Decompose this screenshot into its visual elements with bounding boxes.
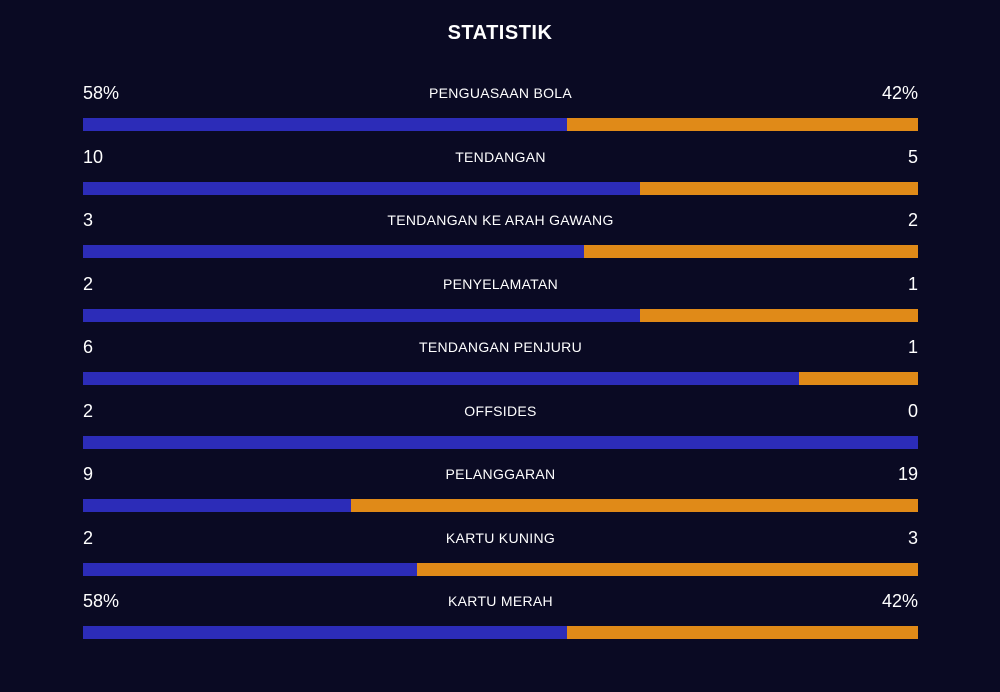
home-value: 58%: [83, 83, 120, 103]
stat-label: KARTU KUNING: [445, 529, 556, 546]
stat-values-row: 10 TENDANGAN 5: [83, 145, 918, 169]
stat-label: PENGUASAAN BOLA: [429, 85, 572, 101]
stat-values-row: 58% KARTU MERAH 42%: [83, 589, 918, 613]
away-bar-segment: [567, 118, 918, 131]
stat-label: TENDANGAN KE ARAH GAWANG: [387, 212, 614, 228]
comparison-bar: [83, 372, 918, 385]
comparison-bar: [83, 181, 918, 195]
comparison-bar: [83, 562, 918, 576]
away-bar-segment: [351, 499, 918, 512]
comparison-bar: [83, 118, 918, 131]
home-bar-segment: [83, 118, 568, 131]
stat-item: 2 OFFSIDES 0: [83, 399, 918, 463]
home-value: 58%: [83, 591, 120, 611]
stat-item: 6 TENDANGAN PENJURU 1: [83, 335, 918, 399]
comparison-bar: [83, 245, 918, 258]
stat-values-row: 2 PENYELAMATAN 1: [83, 272, 918, 296]
home-value: 2: [83, 273, 94, 294]
stat-values-row: 6 TENDANGAN PENJURU 1: [83, 335, 918, 359]
away-value: 0: [907, 400, 918, 421]
stat-label: TENDANGAN: [455, 148, 546, 165]
comparison-bar: [83, 308, 918, 322]
home-value: 6: [83, 337, 94, 357]
away-value: 3: [907, 527, 918, 548]
stat-label: OFFSIDES: [464, 402, 537, 419]
home-bar-segment: [83, 562, 417, 576]
stat-label: KARTU MERAH: [448, 593, 553, 609]
home-value: 2: [83, 400, 94, 421]
away-value: 2: [907, 210, 918, 230]
stat-item: 9 PELANGGARAN 19: [83, 462, 918, 526]
away-bar-segment: [798, 372, 918, 385]
stat-label: PELANGGARAN: [445, 466, 556, 482]
home-value: 10: [83, 146, 104, 167]
stats-list: 58% PENGUASAAN BOLA 42% 10 TENDANGAN 5 3 TENDAN…: [83, 81, 918, 653]
stat-label: TENDANGAN PENJURU: [418, 339, 582, 355]
away-bar-segment: [417, 562, 918, 576]
home-bar-segment: [83, 372, 799, 385]
away-value: 19: [897, 464, 918, 484]
comparison-bar: [83, 435, 918, 449]
away-bar-segment: [567, 626, 918, 639]
comparison-bar: [83, 499, 918, 512]
stat-item: 2 PENYELAMATAN 1: [83, 272, 918, 336]
stat-values-row: 58% PENGUASAAN BOLA 42%: [83, 81, 918, 105]
stat-values-row: 2 KARTU KUNING 3: [83, 526, 918, 550]
stat-label: PENYELAMATAN: [442, 275, 559, 292]
stat-values-row: 3 TENDANGAN KE ARAH GAWANG 2: [83, 208, 918, 232]
comparison-bar: [83, 626, 918, 639]
home-bar-segment: [83, 435, 918, 449]
away-value: 5: [907, 146, 918, 167]
panel-title: STATISTIK: [447, 22, 553, 44]
home-value: 2: [83, 527, 94, 548]
stat-values-row: 2 OFFSIDES 0: [83, 399, 918, 423]
stat-item: 58% PENGUASAAN BOLA 42%: [83, 81, 918, 145]
home-bar-segment: [83, 245, 584, 258]
home-value: 3: [83, 210, 94, 230]
away-value: 42%: [881, 591, 918, 611]
away-bar-segment: [639, 308, 918, 322]
stat-item: 58% KARTU MERAH 42%: [83, 589, 918, 653]
home-bar-segment: [83, 181, 640, 195]
home-value: 9: [83, 464, 94, 484]
stat-values-row: 9 PELANGGARAN 19: [83, 462, 918, 486]
stat-item: 3 TENDANGAN KE ARAH GAWANG 2: [83, 208, 918, 272]
home-bar-segment: [83, 308, 640, 322]
stat-item: 10 TENDANGAN 5: [83, 145, 918, 209]
away-bar-segment: [584, 245, 918, 258]
away-bar-segment: [639, 181, 918, 195]
away-value: 42%: [881, 83, 918, 103]
home-bar-segment: [83, 626, 568, 639]
away-value: 1: [907, 337, 918, 357]
home-bar-segment: [83, 499, 352, 512]
away-value: 1: [907, 273, 918, 294]
stat-item: 2 KARTU KUNING 3: [83, 526, 918, 590]
